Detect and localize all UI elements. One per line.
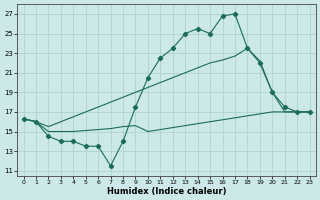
X-axis label: Humidex (Indice chaleur): Humidex (Indice chaleur) xyxy=(107,187,226,196)
